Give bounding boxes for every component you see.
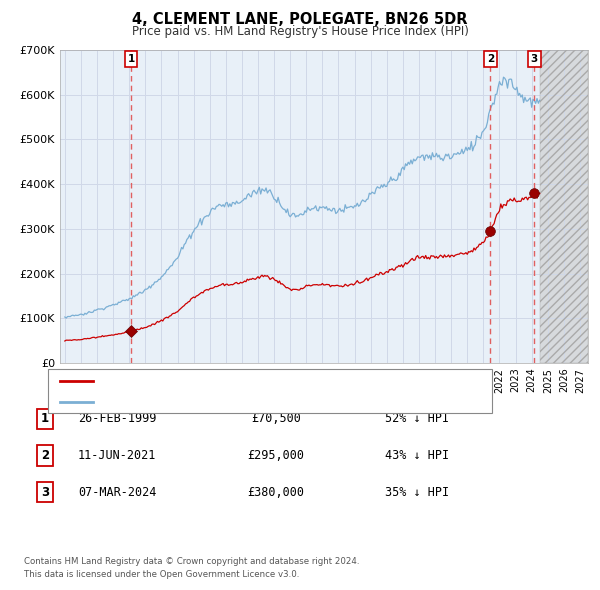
Text: HPI: Average price, detached house, Wealden: HPI: Average price, detached house, Weal… (99, 397, 349, 407)
Text: 3: 3 (531, 54, 538, 64)
Text: 2: 2 (41, 449, 49, 462)
Text: £70,500: £70,500 (251, 412, 301, 425)
Text: 2: 2 (487, 54, 494, 64)
Text: 07-MAR-2024: 07-MAR-2024 (78, 486, 156, 499)
Text: 4, CLEMENT LANE, POLEGATE, BN26 5DR (detached house): 4, CLEMENT LANE, POLEGATE, BN26 5DR (det… (99, 376, 423, 386)
Text: 1: 1 (41, 412, 49, 425)
Text: 4, CLEMENT LANE, POLEGATE, BN26 5DR: 4, CLEMENT LANE, POLEGATE, BN26 5DR (132, 12, 468, 27)
Text: 3: 3 (41, 486, 49, 499)
Text: This data is licensed under the Open Government Licence v3.0.: This data is licensed under the Open Gov… (24, 571, 299, 579)
Text: 11-JUN-2021: 11-JUN-2021 (78, 449, 156, 462)
Text: 52% ↓ HPI: 52% ↓ HPI (385, 412, 449, 425)
Text: £380,000: £380,000 (248, 486, 305, 499)
Text: Contains HM Land Registry data © Crown copyright and database right 2024.: Contains HM Land Registry data © Crown c… (24, 558, 359, 566)
Bar (540, 50, 588, 363)
Text: 35% ↓ HPI: 35% ↓ HPI (385, 486, 449, 499)
Text: 43% ↓ HPI: 43% ↓ HPI (385, 449, 449, 462)
Text: 26-FEB-1999: 26-FEB-1999 (78, 412, 156, 425)
Text: Price paid vs. HM Land Registry's House Price Index (HPI): Price paid vs. HM Land Registry's House … (131, 25, 469, 38)
Text: 1: 1 (128, 54, 135, 64)
Bar (540, 50, 588, 363)
Text: £295,000: £295,000 (248, 449, 305, 462)
